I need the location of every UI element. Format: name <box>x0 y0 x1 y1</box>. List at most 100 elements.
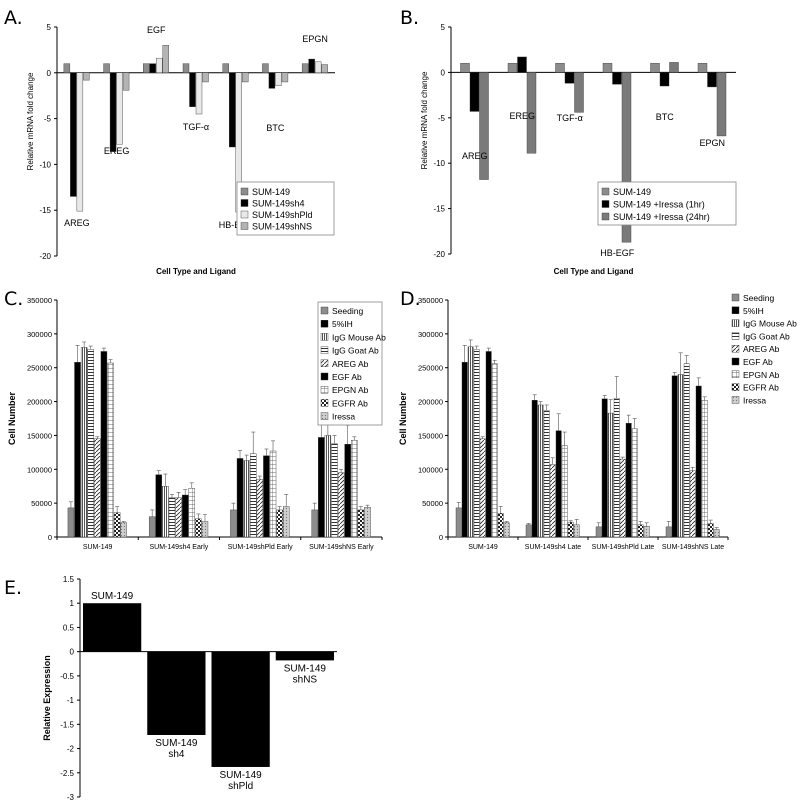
legend-label-iressa: Iressa <box>743 395 766 405</box>
bar-egf-sum-149 <box>143 63 150 73</box>
y-tick-label: -10 <box>39 160 51 169</box>
bar-hb-egf-sum-149shns <box>242 72 249 83</box>
legend-label-sum-149-iressa-1hr: SUM-149 +Iressa (1hr) <box>613 200 705 210</box>
y-tick-label: 0 <box>47 69 52 78</box>
bar-sum-149sh4-late-seeding <box>525 524 532 538</box>
category-label-sum-149sh4-late: SUM-149sh4 Late <box>525 544 582 551</box>
y-tick-label: -15 <box>39 206 51 215</box>
y-tick-label: 150000 <box>418 431 443 440</box>
legend-label-egf-ab: EGF Ab <box>332 372 362 382</box>
legend-label-seeding: Seeding <box>743 293 774 303</box>
legend-label-areg-ab: AREG Ab <box>743 344 780 354</box>
legend-label-seeding: Seeding <box>332 306 363 316</box>
bar-label-sum-149-sh4-1: sh4 <box>168 749 185 760</box>
bar-sum-149shpld-late-seeding <box>595 526 602 538</box>
category-label-btc: BTC <box>656 112 675 122</box>
bar-sum-149shpld-early-egfr-ab <box>276 509 283 538</box>
legend-box <box>317 301 383 426</box>
legend-box <box>597 181 737 226</box>
y-tick-label: -1 <box>67 696 75 705</box>
bar-tgf-sum-149 <box>182 63 190 73</box>
bar-sum-149sh4-early-igg-mouse-ab <box>162 486 169 538</box>
category-label-sum-149: SUM-149 <box>468 544 498 551</box>
bar-sum-149sh4-late-igg-goat-ab <box>543 410 550 538</box>
y-tick-label: 5 <box>47 23 52 32</box>
category-label-ereg: EREG <box>104 146 130 156</box>
y-tick-label: 100000 <box>418 465 443 474</box>
bar-sum-149shns-late-igg-mouse-ab <box>677 374 684 538</box>
bar-egf-sum-149shpld <box>156 57 163 74</box>
bar-epgn-sum-149sh4 <box>308 58 315 74</box>
bar-sum-149shns-late-seeding <box>665 526 672 538</box>
legend-swatch-egf-ab <box>320 372 329 381</box>
bar-tgf-sum-149shpld <box>195 72 203 115</box>
y-tick-label: 200000 <box>27 398 52 407</box>
legend-label-5-ih: 5%IH <box>743 306 764 316</box>
bar-sum-149shpld-late-egfr-ab <box>637 524 644 538</box>
bar-sum-149-igg-goat-ab <box>87 349 94 538</box>
bar-ereg-sum-149sh4 <box>109 72 117 152</box>
bar-sum-149sh4-late-iressa <box>573 524 580 538</box>
bar-label-sum-149-0: SUM-149 <box>91 591 134 602</box>
y-tick-label: 5 <box>441 23 446 32</box>
bar-sum-149shns-late-egfr-ab <box>707 523 714 538</box>
y-axis-title: Relative Expression <box>42 655 52 741</box>
legend-label-igg-goat-ab: IgG Goat Ab <box>743 331 790 341</box>
bar-btc-sum-149-iressa-24hr <box>669 62 679 73</box>
bar-ereg-sum-149-iressa-24hr <box>526 72 537 154</box>
legend-swatch-igg-mouse-ab <box>731 319 740 327</box>
category-label-sum-149shns-early: SUM-149shNS Early <box>309 544 374 551</box>
bar-egf-sum-149sh4 <box>149 63 156 73</box>
category-label-tgf: TGF-α <box>183 122 209 132</box>
bar-epgn-sum-149 <box>301 63 309 73</box>
bar-tgf-sum-149-iressa-1hr <box>564 72 575 84</box>
legend-label-egfr-ab: EGFR Ab <box>332 398 368 408</box>
legend-label-areg-ab: AREG Ab <box>332 359 369 369</box>
bar-sum-149shns-late-5-ih <box>671 375 678 538</box>
bar-tgf-sum-149sh4 <box>189 72 196 107</box>
bar-sum-149shpld-early-seeding <box>230 509 237 538</box>
y-tick-label: 200000 <box>418 398 443 407</box>
y-tick-label: -1.5 <box>60 720 74 729</box>
bar-tgf-sum-149shns <box>202 72 209 83</box>
bar-sum-149shns-early-iressa <box>364 507 371 538</box>
y-tick-label: 250000 <box>418 364 443 373</box>
bar-sum-149shns-early-igg-goat-ab <box>331 443 338 538</box>
y-tick-label: 350000 <box>418 296 443 305</box>
bar-hb-egf-sum-149-iressa-24hr <box>621 72 632 243</box>
bar-areg-sum-149 <box>460 63 470 73</box>
legend-label-epgn-ab: EPGN Ab <box>332 385 369 395</box>
bar-epgn-sum-149shns <box>321 64 328 74</box>
legend-label-epgn-ab: EPGN Ab <box>743 370 780 380</box>
panel-d-letter: D. <box>400 288 421 310</box>
legend-label-sum-149: SUM-149 <box>613 187 651 197</box>
bar-sum-149shns-early-epgn-ab <box>351 439 358 538</box>
bar-sum-149shpld-late-igg-mouse-ab <box>607 412 614 538</box>
bar-areg-sum-149sh4 <box>70 72 77 197</box>
y-tick-label: 300000 <box>418 330 443 339</box>
y-tick-label: -5 <box>438 114 446 123</box>
x-axis-title: Cell Type and Ligand <box>156 267 236 276</box>
legend-box <box>236 181 335 236</box>
bar-sum-149-shns <box>275 651 334 661</box>
bar-sum-149-seeding <box>67 507 75 538</box>
legend-swatch-sum-149 <box>601 187 610 196</box>
bar-sum-149shpld-early-areg-ab <box>256 479 264 538</box>
bar-sum-149sh4-late-epgn-ab <box>561 445 568 538</box>
legend-swatch-5-ih <box>320 320 329 328</box>
y-tick-label: 300000 <box>27 330 52 339</box>
bar-sum-149-sh4 <box>147 651 206 735</box>
legend-label-sum-149sh4: SUM-149sh4 <box>252 199 305 209</box>
legend-swatch-epgn-ab <box>320 386 329 394</box>
bar-btc-sum-149 <box>262 63 269 73</box>
bar-sum-149shpld-early-igg-goat-ab <box>250 453 257 538</box>
legend-label-sum-149shpld: SUM-149shPld <box>252 210 313 220</box>
category-label-sum-149sh4-early: SUM-149sh4 Early <box>150 544 209 551</box>
category-label-epgn: EPGN <box>699 138 725 148</box>
bar-sum-149sh4-late-egfr-ab <box>567 521 574 538</box>
bar-sum-149sh4-late-areg-ab <box>549 464 556 538</box>
bar-sum-149-areg-ab <box>479 438 486 538</box>
bar-ereg-sum-149 <box>103 63 110 73</box>
bar-epgn-sum-149shpld <box>314 61 322 73</box>
bar-sum-149shns-early-5-ih <box>318 437 325 538</box>
